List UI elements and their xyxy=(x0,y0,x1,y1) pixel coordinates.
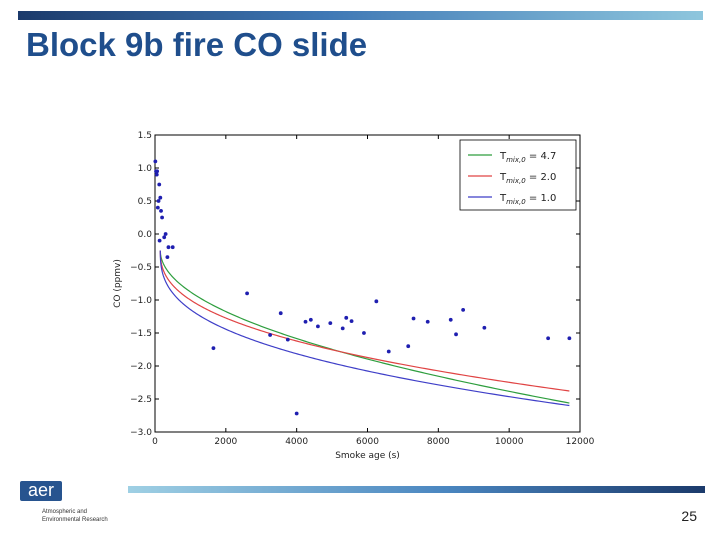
legend-entry-subscript: mix,0 xyxy=(506,177,526,185)
x-tick-label: 6000 xyxy=(356,437,379,447)
data-point xyxy=(461,308,466,312)
data-point xyxy=(411,316,416,321)
x-tick-label: 8000 xyxy=(427,437,450,447)
data-point xyxy=(160,215,164,220)
legend-box xyxy=(459,139,577,211)
data-point xyxy=(340,326,345,331)
x-tick-label: 4000 xyxy=(285,437,308,447)
x-tick-label: 0 xyxy=(152,437,158,447)
data-point xyxy=(165,255,170,259)
bottom-accent-bar xyxy=(128,486,705,493)
data-point xyxy=(157,238,162,243)
data-point xyxy=(159,209,163,213)
data-point xyxy=(245,291,249,296)
aer-logo-mark: aer xyxy=(20,481,62,501)
y-tick-label: −2.5 xyxy=(130,395,152,405)
y-tick-label: −2.0 xyxy=(130,362,152,372)
data-point xyxy=(155,169,160,174)
data-point xyxy=(153,159,158,164)
data-point xyxy=(328,321,333,325)
data-point xyxy=(278,311,283,316)
legend-entry: Tmix,0 = 4.7 xyxy=(499,151,556,164)
x-tick-label: 10000 xyxy=(495,437,524,447)
data-point xyxy=(155,205,160,210)
data-point xyxy=(156,199,161,203)
x-tick-label: 2000 xyxy=(214,437,237,447)
legend-entry-subscript: mix,0 xyxy=(506,156,526,164)
data-point xyxy=(154,172,159,177)
y-tick-label: 1.5 xyxy=(138,131,152,141)
model-curves xyxy=(159,250,570,407)
legend-entry-subscript: mix,0 xyxy=(506,198,526,206)
legend-entry: Tmix,0 = 1.0 xyxy=(499,193,556,206)
x-tick-label: 12000 xyxy=(566,437,595,447)
data-point xyxy=(374,299,379,304)
data-point xyxy=(567,336,572,341)
legend-entry: Tmix,0 = 2.0 xyxy=(499,172,556,185)
data-point xyxy=(268,333,273,337)
data-point xyxy=(308,317,313,322)
y-tick-label: −3.0 xyxy=(130,428,152,438)
data-point xyxy=(482,325,487,330)
data-point xyxy=(166,245,171,250)
data-point xyxy=(158,195,163,200)
y-axis-label: CO (ppmv) xyxy=(113,259,123,308)
logo-line-1: Atmospheric and xyxy=(42,509,88,515)
data-point xyxy=(349,319,354,324)
data-point xyxy=(285,337,290,342)
data-point xyxy=(211,346,216,351)
data-point xyxy=(162,235,167,240)
x-axis-label: Smoke age (s) xyxy=(335,451,400,461)
data-point xyxy=(448,317,453,322)
data-point xyxy=(344,315,349,320)
data-point xyxy=(163,232,168,236)
model-curve xyxy=(159,250,570,392)
y-tick-label: 0.5 xyxy=(138,197,152,207)
model-curve xyxy=(159,250,570,404)
logo-line-2: Environmental Research xyxy=(42,517,108,523)
data-point xyxy=(303,319,308,324)
legend-entry-symbol: T xyxy=(499,193,507,204)
observation-points xyxy=(153,159,572,416)
model-curve xyxy=(159,250,570,407)
page-number: 25 xyxy=(681,508,697,524)
aer-logo: aer Atmospheric and Environmental Resear… xyxy=(20,481,120,531)
legend-entry-value: = 4.7 xyxy=(526,151,557,162)
legend-entry-symbol: T xyxy=(499,172,507,183)
legend-entry-symbol: T xyxy=(499,151,507,162)
slide-title: Block 9b fire CO slide xyxy=(26,26,368,63)
data-point xyxy=(425,319,430,324)
y-tick-label: 1.0 xyxy=(138,164,153,174)
y-tick-label: −1.0 xyxy=(130,296,152,306)
top-accent-bar xyxy=(18,11,703,20)
co-scatter-chart: 0 2000 4000 6000 8000 10000 12000 1.5 1.0 0.5 0.0 −… xyxy=(113,131,595,461)
data-point xyxy=(546,336,551,341)
y-tick-label: −1.5 xyxy=(130,329,152,339)
data-point xyxy=(170,245,175,250)
y-tick-label: −0.5 xyxy=(130,263,152,273)
data-point xyxy=(294,411,299,416)
legend-entry-value: = 2.0 xyxy=(526,172,557,183)
legend-entry-value: = 1.0 xyxy=(526,193,557,204)
data-point xyxy=(406,344,411,349)
data-point xyxy=(386,349,391,354)
data-point xyxy=(362,331,366,335)
data-point xyxy=(316,324,320,329)
data-point xyxy=(454,332,458,337)
data-point xyxy=(157,182,162,187)
y-tick-label: 0.0 xyxy=(138,230,153,240)
